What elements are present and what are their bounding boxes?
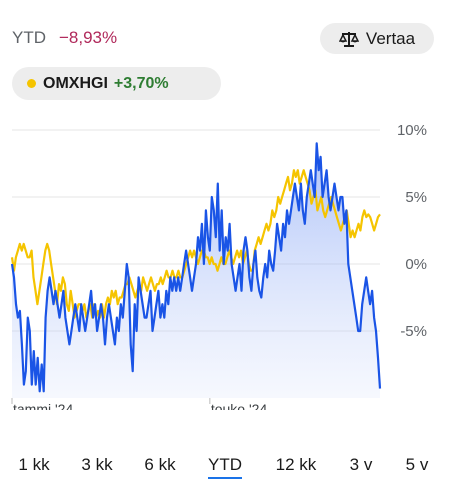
price-chart[interactable]: 10% 5% 0% -5% tammi '24 touko '24 xyxy=(0,110,457,410)
comparison-name: OMXHGI xyxy=(43,74,108,92)
comparison-color-dot xyxy=(27,79,36,88)
x-tick-label: touko '24 xyxy=(211,401,268,410)
range-tab-3-v[interactable]: 3 v xyxy=(349,455,373,474)
range-tabs: 1 kk 3 kk 6 kk YTD 12 kk 3 v 5 v xyxy=(0,450,457,490)
comparison-chip[interactable]: OMXHGI +3,70% xyxy=(12,67,221,100)
compare-button[interactable]: Vertaa xyxy=(320,23,434,54)
range-tab-12-kk[interactable]: 12 kk xyxy=(275,455,317,474)
y-tick-label: 5% xyxy=(405,189,427,206)
range-tab-ytd[interactable]: YTD xyxy=(208,455,242,479)
scale-icon xyxy=(338,30,359,48)
compare-label: Vertaa xyxy=(365,28,416,48)
range-tab-5-v[interactable]: 5 v xyxy=(405,455,429,474)
ytd-label: YTD xyxy=(12,28,46,47)
ytd-change: −8,93% xyxy=(59,28,118,47)
y-tick-label: -5% xyxy=(400,323,427,340)
stock-line xyxy=(10,142,382,393)
y-tick-label: 10% xyxy=(397,122,427,139)
range-tab-6-kk[interactable]: 6 kk xyxy=(144,455,176,474)
y-tick-label: 0% xyxy=(405,256,427,273)
x-tick-label: tammi '24 xyxy=(13,401,73,410)
comparison-change: +3,70% xyxy=(113,74,169,92)
range-tab-3-kk[interactable]: 3 kk xyxy=(81,455,113,474)
range-tab-1-kk[interactable]: 1 kk xyxy=(18,455,50,474)
